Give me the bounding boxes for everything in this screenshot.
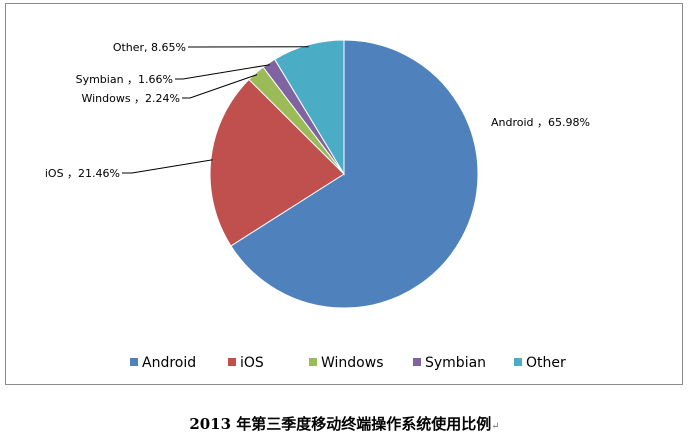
chart-frame: [5, 3, 683, 385]
legend-swatch-windows: [309, 358, 317, 366]
legend-label-android: Android: [142, 355, 196, 371]
legend-label-symbian: Symbian: [425, 355, 486, 371]
pie-slice-android: [230, 39, 479, 309]
legend: Android iOS Windows Symbian Other: [130, 355, 566, 371]
data-label-android: Android ，65.98%: [491, 116, 590, 129]
data-label-symbian: Symbian ，1.66%: [76, 73, 173, 86]
data-label-ios: iOS ，21.46%: [45, 167, 120, 180]
data-labels: Android ，65.98% iOS ，21.46% Windows ，2.24%…: [45, 41, 590, 180]
pie-slices: [209, 39, 479, 309]
legend-label-windows: Windows: [321, 355, 384, 371]
legend-swatch-android: [130, 358, 138, 366]
leader-lines: [122, 46, 309, 174]
leader-line-symbian: [175, 64, 270, 80]
legend-label-other: Other: [526, 355, 566, 371]
data-label-windows: Windows ，2.24%: [81, 92, 180, 105]
pie-slice-ios: [209, 78, 345, 247]
data-label-other: Other, 8.65%: [113, 41, 186, 54]
legend-swatch-ios: [228, 358, 236, 366]
leader-line-windows: [182, 74, 258, 99]
legend-swatch-other: [514, 358, 522, 366]
pie-chart: Android ，65.98% iOS ，21.46% Windows ，2.24%…: [45, 39, 590, 371]
caption-text: 2013 年第三季度移动终端操作系统使用比例: [189, 415, 492, 433]
figure-caption: 2013 年第三季度移动终端操作系统使用比例↵: [0, 413, 689, 434]
leader-line-ios: [122, 159, 213, 174]
legend-label-ios: iOS: [240, 355, 264, 371]
legend-swatch-symbian: [413, 358, 421, 366]
pie-slice-other: [274, 39, 345, 176]
return-mark-icon: ↵: [491, 421, 500, 432]
